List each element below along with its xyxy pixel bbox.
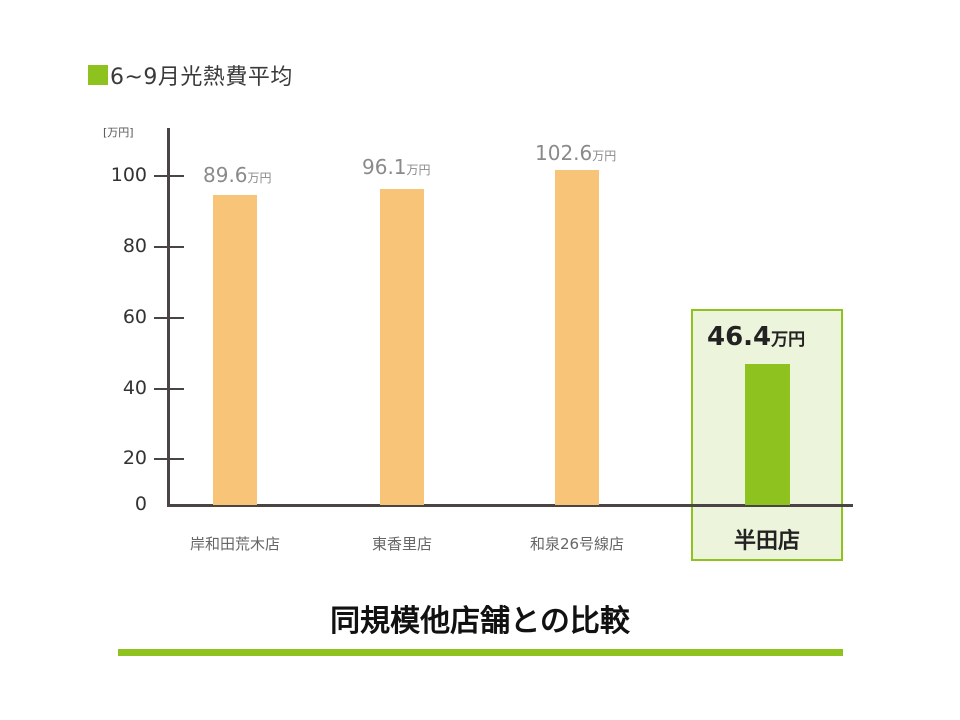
chart-title: 6~9月光熱費平均: [88, 60, 293, 90]
chart-caption: 同規模他店舗との比較: [330, 604, 630, 639]
value-label-higashikori: 96.1万円: [362, 155, 431, 179]
category-label-izumi-26: 和泉26号線店: [529, 535, 625, 553]
y-tick-60: [154, 317, 184, 319]
y-tick-100: [154, 175, 184, 177]
value-label-kishiwada-araki: 89.6万円: [203, 163, 272, 187]
bar-handa: [745, 364, 790, 505]
bar-kishiwada-araki: [213, 195, 257, 505]
y-tick-label-60: 60: [122, 306, 147, 328]
category-label-higashikori: 東香里店: [371, 535, 432, 553]
y-tick-label-100: 100: [110, 164, 147, 186]
y-tick-label-80: 80: [122, 235, 147, 257]
y-tick-80: [154, 246, 184, 248]
y-tick-label-0: 0: [134, 493, 147, 515]
caption-underline: [118, 649, 843, 656]
y-tick-20: [154, 458, 184, 460]
legend-square-icon: [88, 65, 108, 85]
chart-title-text: 6~9月光熱費平均: [110, 65, 293, 90]
category-label-kishiwada-araki: 岸和田荒木店: [189, 535, 280, 553]
y-tick-40: [154, 388, 184, 390]
bar-higashikori: [380, 189, 424, 505]
value-label-handa: 46.4万円: [707, 322, 806, 352]
y-tick-label-20: 20: [122, 447, 147, 469]
y-tick-label-40: 40: [122, 377, 147, 399]
value-label-izumi-26: 102.6万円: [535, 141, 617, 165]
y-axis-unit-label: [万円]: [103, 126, 134, 139]
category-label-handa: 半田店: [733, 529, 800, 554]
x-axis: [167, 504, 853, 507]
bar-izumi-26: [555, 170, 599, 505]
